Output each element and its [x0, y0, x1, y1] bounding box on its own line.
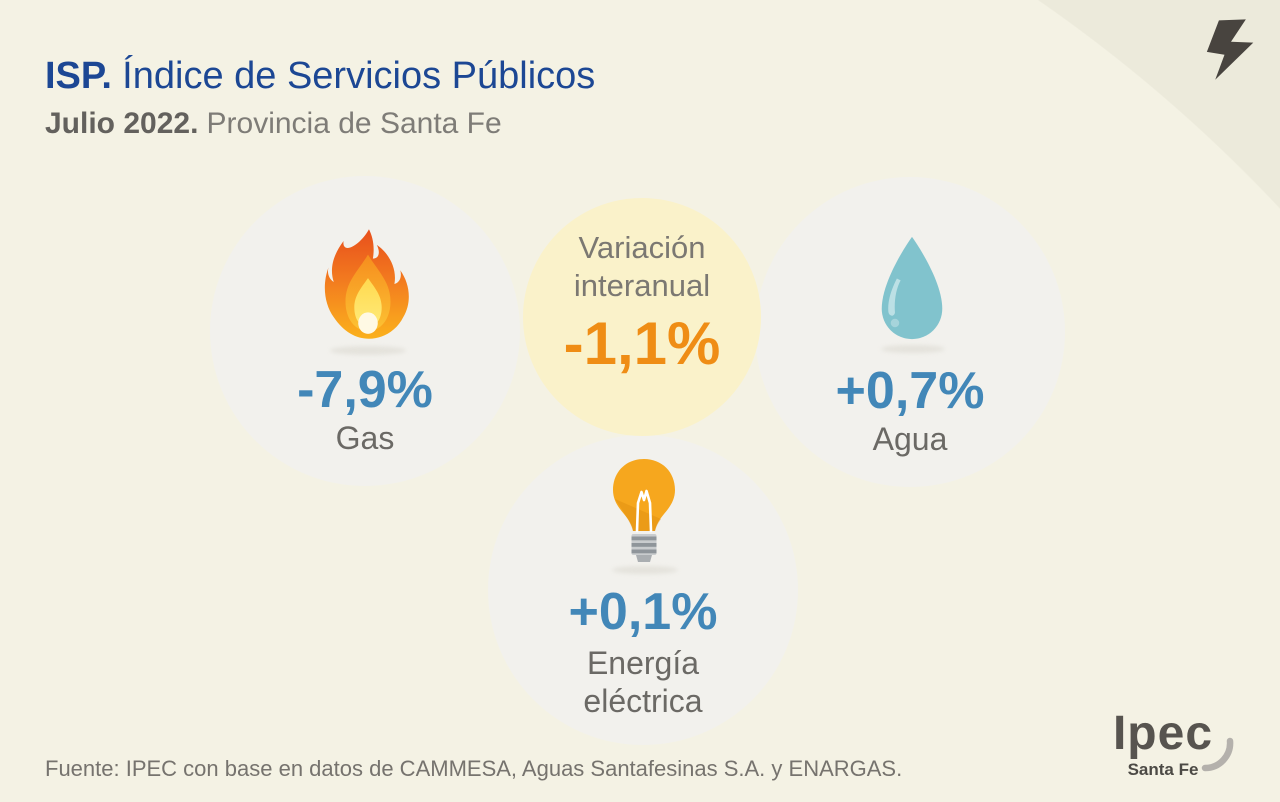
light-bulb-icon — [613, 459, 675, 562]
variation-label: Variación interanual — [523, 229, 761, 305]
energia-label: Energía eléctrica — [488, 644, 798, 720]
agua-bubble: +0,7% Agua — [755, 177, 1065, 487]
lightning-bolt-icon — [1206, 19, 1254, 80]
energia-value: +0,1% — [568, 583, 718, 641]
title-text: Índice de Servicios Públicos — [122, 55, 596, 97]
flame-shadow — [330, 346, 406, 355]
gas-value: -7,9% — [297, 361, 433, 419]
ipec-logo-wordmark: Ipec — [1112, 707, 1214, 760]
agua-value: +0,7% — [835, 362, 985, 420]
water-drop-icon — [881, 236, 943, 340]
bulb-shadow — [612, 566, 678, 574]
variation-label-text: Variación interanual — [573, 230, 711, 303]
title-prefix: ISP. — [45, 55, 112, 97]
ipec-logo: Ipec Santa Fe — [1088, 0, 1238, 802]
gas-label: Gas — [335, 420, 395, 456]
variation-value: -1,1% — [563, 310, 721, 377]
drop-shadow — [881, 345, 945, 353]
ipec-logo-region: Santa Fe — [1127, 760, 1199, 779]
ipec-logo-swoosh-icon — [1201, 737, 1234, 772]
flame-icon — [324, 229, 409, 339]
subtitle-period: Julio 2022. — [45, 107, 199, 140]
energia-bubble: +0,1% Energía eléctrica — [488, 435, 798, 745]
source-note: Fuente: IPEC con base en datos de CAMMES… — [45, 756, 903, 781]
subtitle-region: Provincia de Santa Fe — [206, 107, 502, 140]
page-title: ISP. Índice de Servicios Públicos — [45, 55, 595, 99]
agua-label: Agua — [872, 421, 948, 457]
page-subtitle: Julio 2022. Provincia de Santa Fe — [45, 107, 502, 142]
energia-label-text: Energía eléctrica — [583, 645, 703, 719]
gas-bubble: -7,9% Gas — [210, 176, 520, 486]
variation-bubble: Variación interanual -1,1% — [523, 198, 761, 436]
